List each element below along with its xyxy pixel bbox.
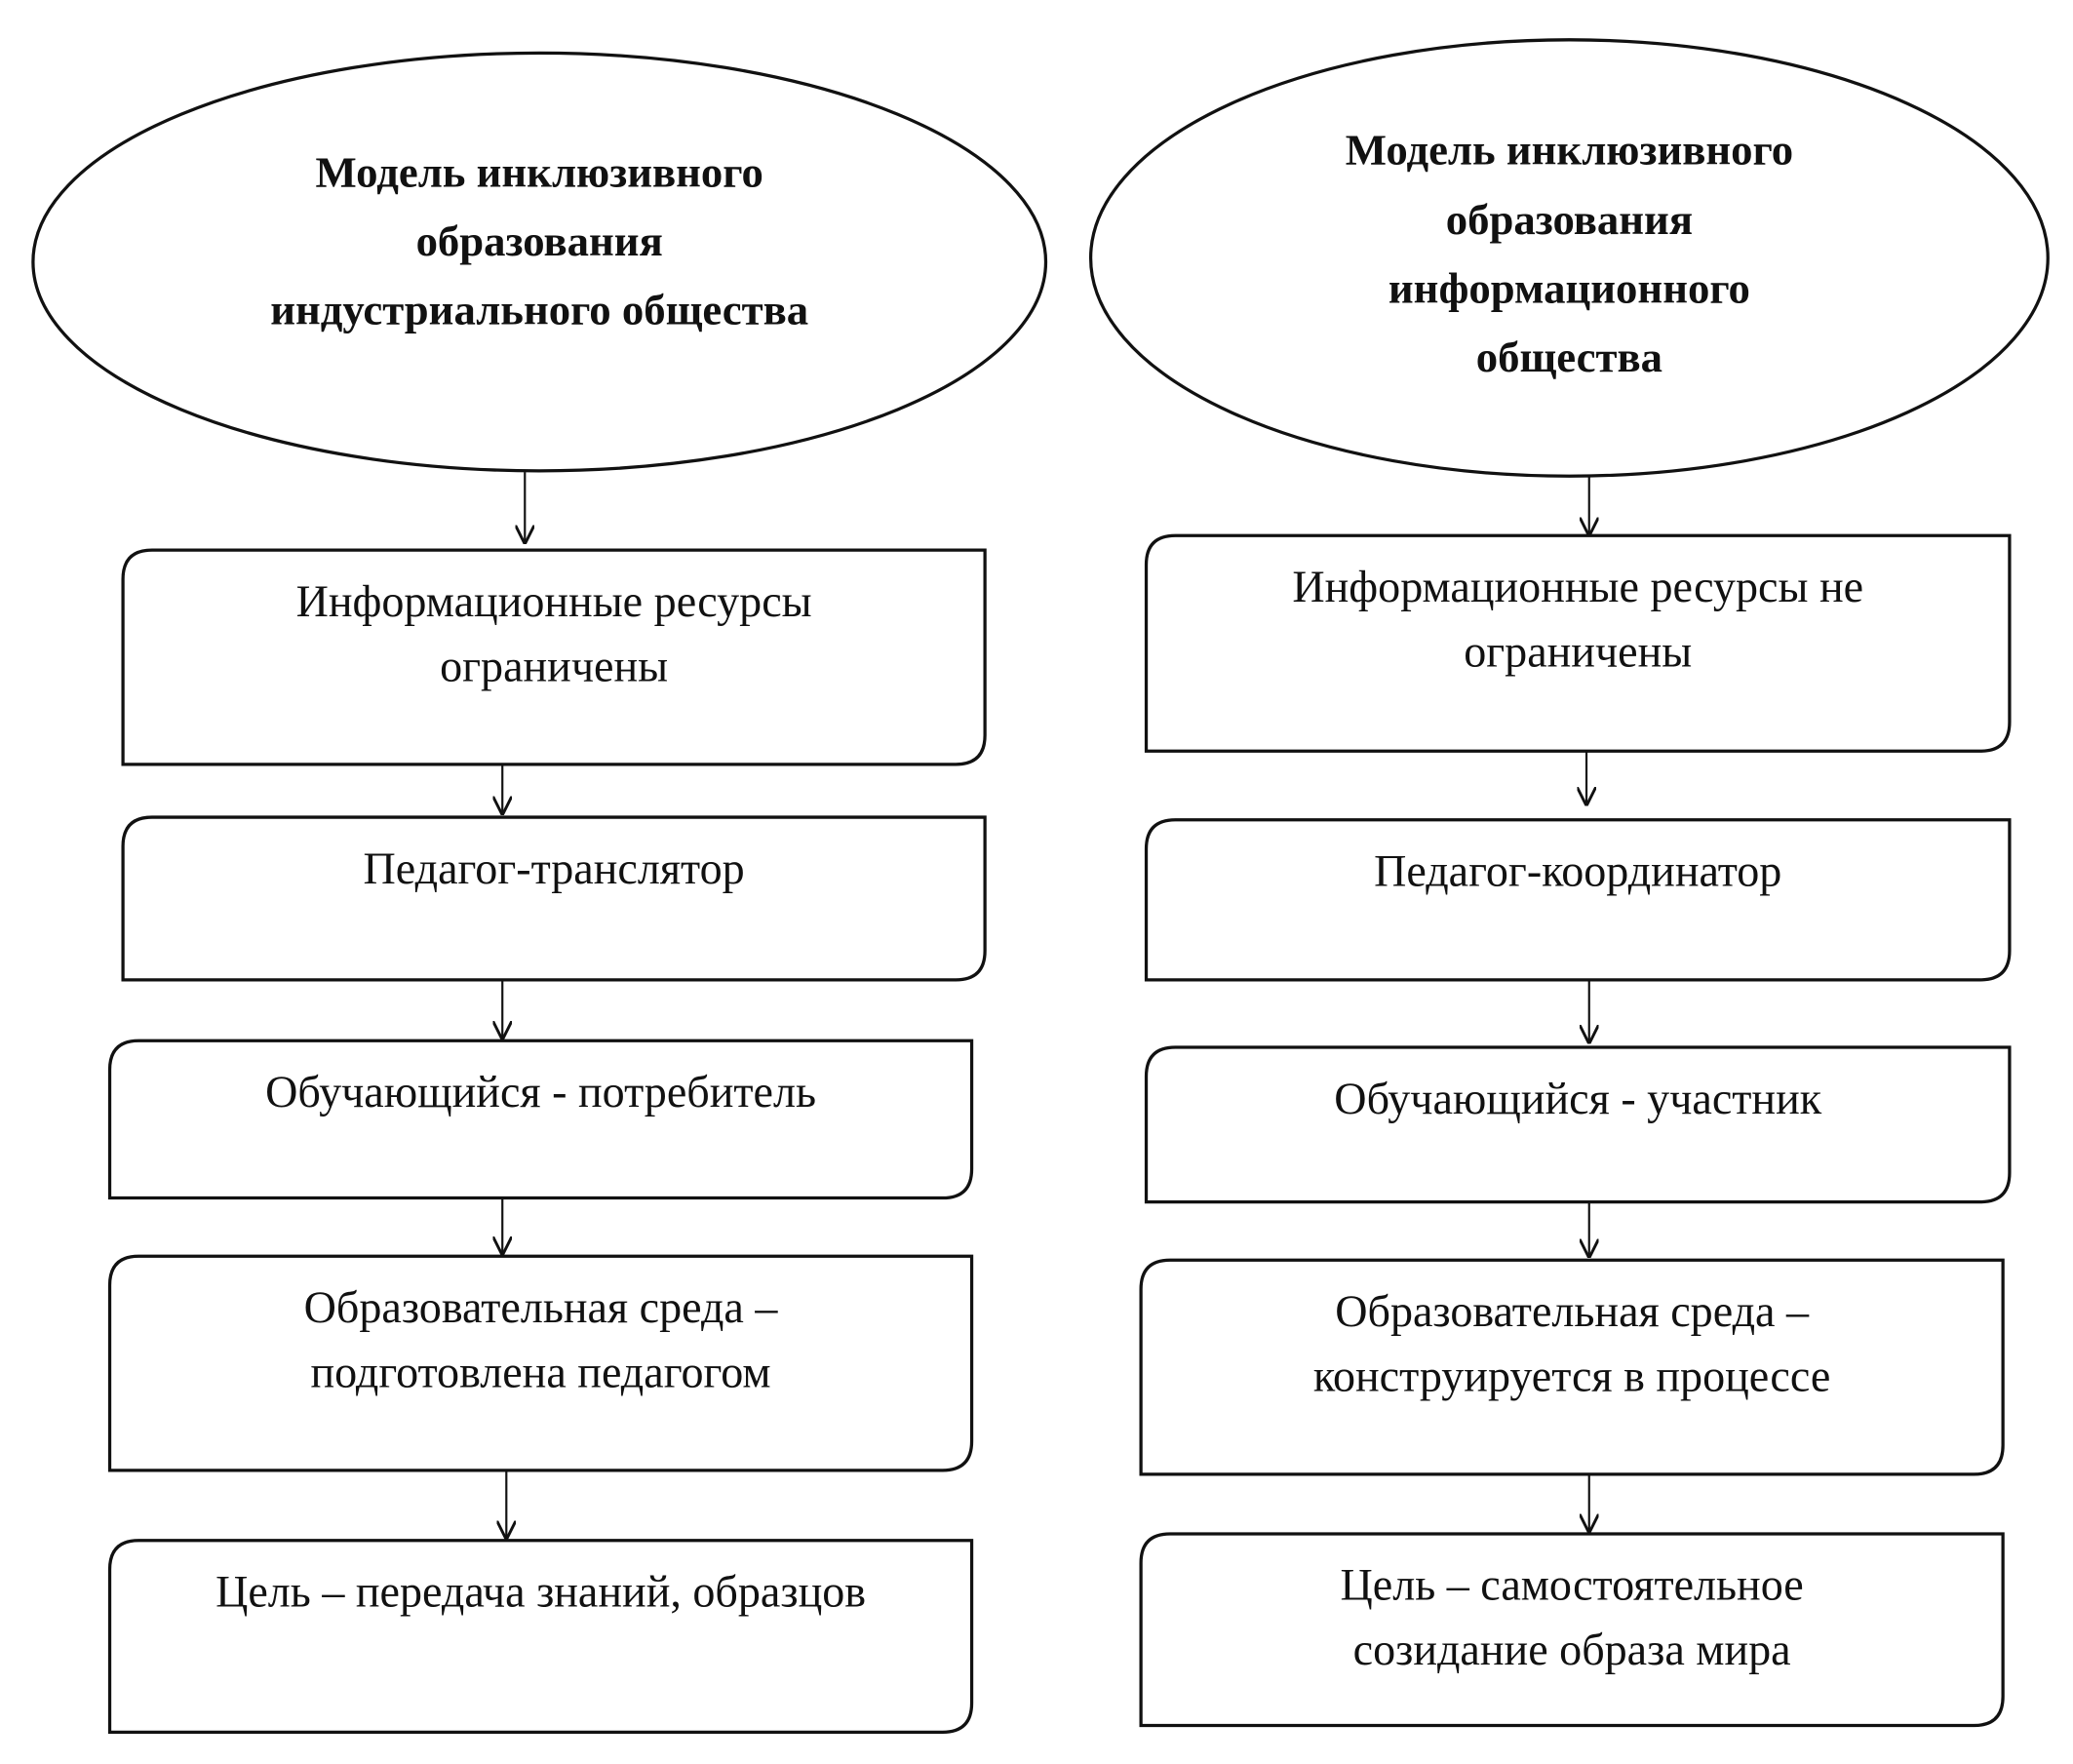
- box-text-line: ограничены: [440, 641, 668, 690]
- left-model-box-5: Цель – передача знаний, образцов: [107, 1539, 974, 1734]
- box-text-line: Педагог-координатор: [1374, 846, 1781, 896]
- left-model-title-ellipse: [31, 51, 1048, 473]
- box-text-line: Педагог-транслятор: [364, 843, 745, 893]
- left-model-box-4: Образовательная среда – подготовлена педа…: [107, 1254, 974, 1472]
- box-shape: [1139, 1532, 2005, 1728]
- box-text-line: Образовательная среда –: [1335, 1286, 1810, 1336]
- right-model-box-1: Информационные ресурсы не ограничены: [1144, 533, 2012, 753]
- left-model-column: Модель инклюзивного образования индустриал…: [31, 51, 1048, 1734]
- right-model-column: Модель инклюзивного образования информацио…: [1088, 38, 2050, 1728]
- right-model-title-line: образования: [1446, 195, 1693, 244]
- right-model-title-line: Модель инклюзивного: [1346, 125, 1793, 174]
- left-model-title-line: образования: [416, 216, 663, 265]
- right-model-title-ellipse: [1088, 38, 2050, 478]
- box-text-line: подготовлена педагогом: [311, 1347, 771, 1396]
- right-model-box-3: Обучающийся - участник: [1144, 1045, 2012, 1204]
- left-model-box-3: Обучающийся - потребитель: [107, 1039, 974, 1200]
- box-shape: [121, 548, 987, 766]
- box-text-line: Обучающийся - участник: [1334, 1074, 1821, 1123]
- left-model-box-1: Информационные ресурсы ограничены: [121, 548, 987, 766]
- box-shape: [107, 1254, 974, 1472]
- box-text-line: Информационные ресурсы не: [1292, 562, 1863, 611]
- box-shape: [1144, 818, 2012, 982]
- box-text-line: Образовательная среда –: [304, 1282, 779, 1332]
- left-model-box-2: Педагог-транслятор: [121, 815, 987, 982]
- box-text-line: конструируется в процессе: [1313, 1352, 1830, 1401]
- box-shape: [121, 815, 987, 982]
- box-shape: [1144, 533, 2012, 753]
- right-model-box-4: Образовательная среда – конструируется в …: [1139, 1258, 2005, 1476]
- left-model-title-line: Модель инклюзивного: [316, 147, 763, 196]
- right-model-box-2: Педагог-координатор: [1144, 818, 2012, 982]
- box-text-line: созидание образа мира: [1353, 1625, 1791, 1674]
- box-shape: [1139, 1258, 2005, 1476]
- box-text-line: Цель – передача знаний, образцов: [215, 1567, 866, 1617]
- box-text-line: Обучающийся - потребитель: [265, 1067, 816, 1117]
- right-model-title-line: общества: [1476, 333, 1662, 381]
- box-shape: [107, 1039, 974, 1200]
- box-text-line: Информационные ресурсы: [296, 576, 812, 626]
- right-model-box-5: Цель – самостоятельное созидание образа м…: [1139, 1532, 2005, 1728]
- right-model-title-line: информационного: [1389, 264, 1750, 313]
- box-text-line: ограничены: [1464, 626, 1692, 676]
- box-shape: [1144, 1045, 2012, 1204]
- left-model-title-line: индустриального общества: [270, 285, 808, 333]
- box-shape: [107, 1539, 974, 1734]
- box-text-line: Цель – самостоятельное: [1340, 1560, 1803, 1610]
